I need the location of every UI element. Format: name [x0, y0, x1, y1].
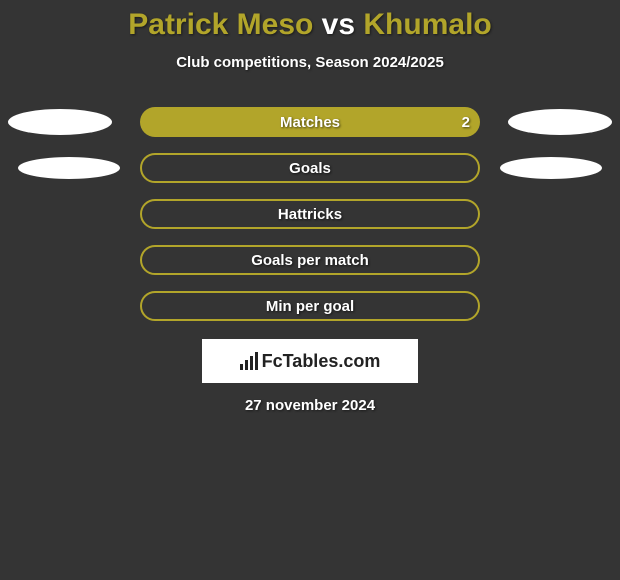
stat-pill: Goals per match: [140, 245, 480, 275]
stat-rows: Matches 2 Goals Hattricks Goals per match Min…: [0, 107, 620, 321]
stat-label: Min per goal: [266, 298, 354, 315]
stat-pill: Hattricks: [140, 199, 480, 229]
page-title: Patrick Meso vs Khumalo: [0, 0, 620, 42]
stat-pill: Matches 2: [140, 107, 480, 137]
stat-value: 2: [462, 114, 470, 131]
ellipse-icon: [500, 157, 602, 179]
logo-bars-icon: [240, 352, 258, 370]
stat-label: Matches: [280, 114, 340, 131]
stat-pill: Min per goal: [140, 291, 480, 321]
title-player2: Khumalo: [363, 8, 491, 41]
stat-label: Goals per match: [251, 252, 369, 269]
title-vs: vs: [313, 8, 363, 41]
logo: FcTables.com: [202, 339, 418, 383]
stat-row: Goals per match: [0, 245, 620, 275]
stat-row: Hattricks: [0, 199, 620, 229]
ellipse-icon: [508, 109, 612, 135]
stat-label: Goals: [289, 160, 331, 177]
stat-label: Hattricks: [278, 206, 342, 223]
ellipse-icon: [18, 157, 120, 179]
logo-text: FcTables.com: [262, 351, 381, 372]
stat-row: Min per goal: [0, 291, 620, 321]
stat-row: Matches 2: [0, 107, 620, 137]
title-player1: Patrick Meso: [128, 8, 313, 41]
subtitle: Club competitions, Season 2024/2025: [0, 54, 620, 71]
ellipse-icon: [8, 109, 112, 135]
stat-pill: Goals: [140, 153, 480, 183]
stat-row: Goals: [0, 153, 620, 183]
date-label: 27 november 2024: [0, 397, 620, 414]
